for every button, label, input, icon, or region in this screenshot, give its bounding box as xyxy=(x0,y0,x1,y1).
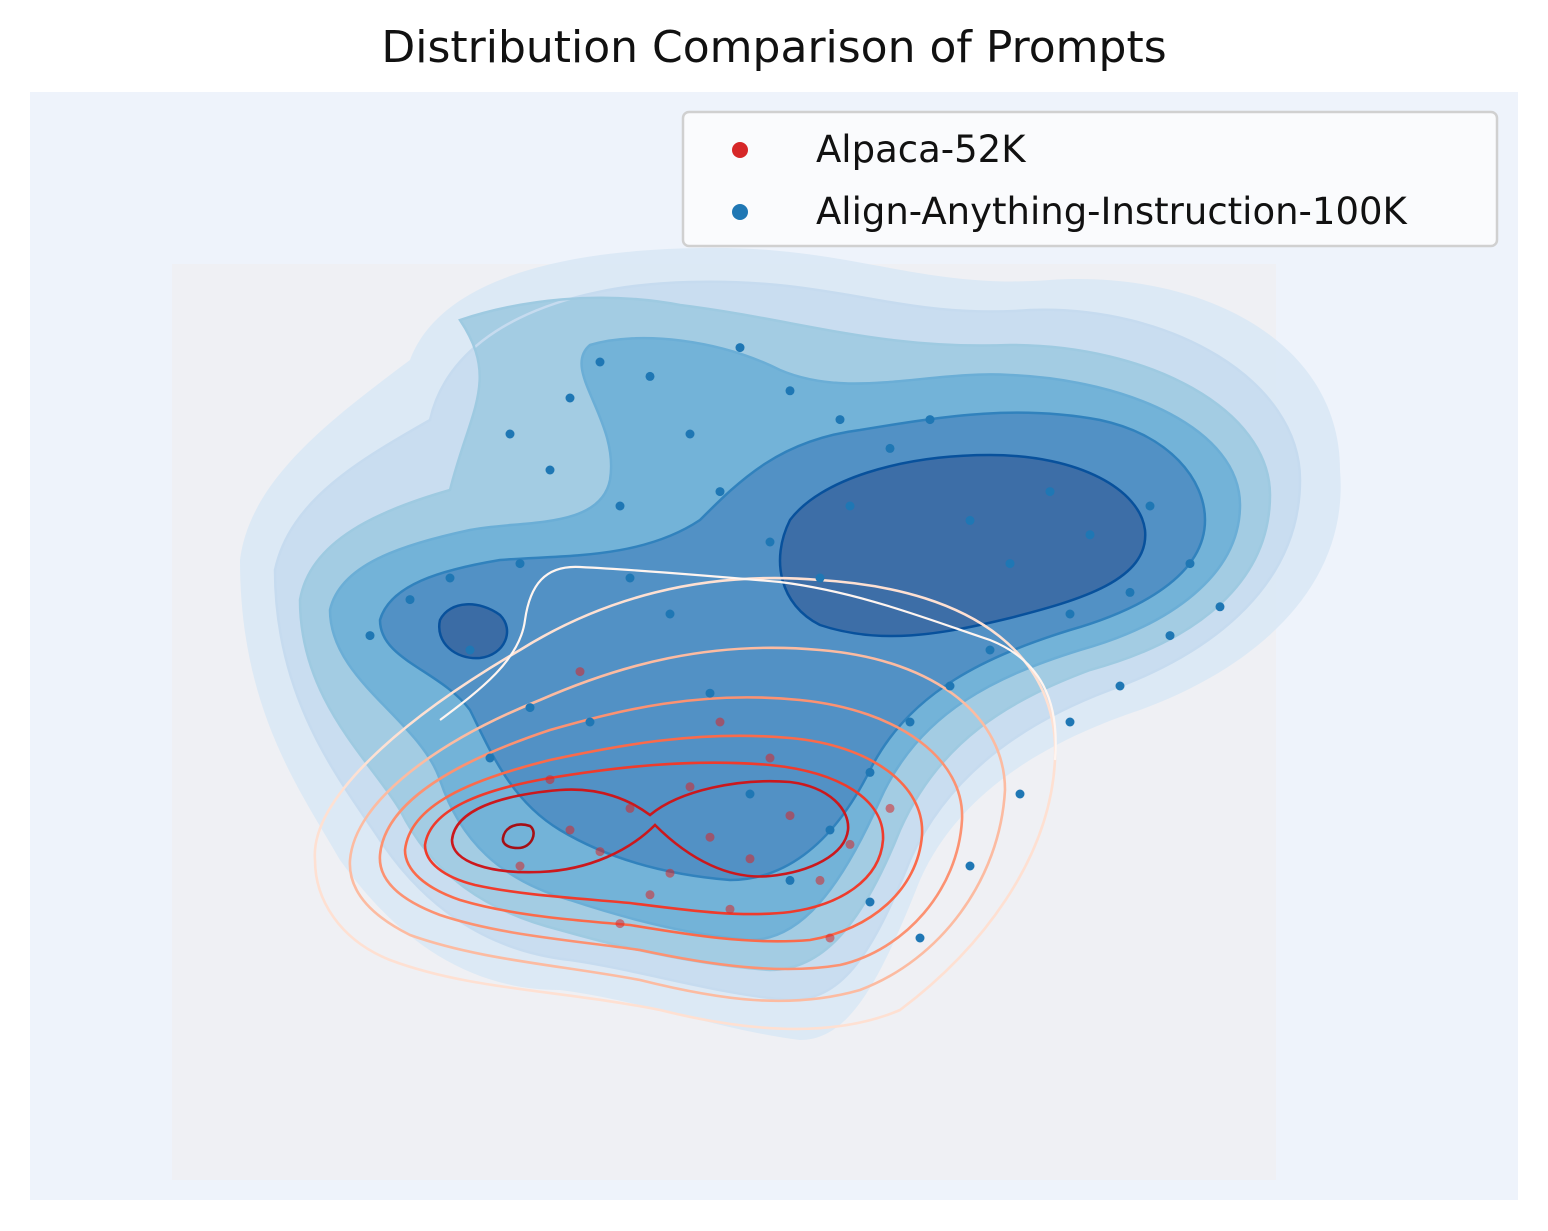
blue-contour-outline-2 xyxy=(298,296,1272,972)
align-anything-point-2 xyxy=(445,573,455,583)
align-anything-point-43 xyxy=(1185,559,1195,569)
align-anything-point-4 xyxy=(515,559,525,569)
legend: Alpaca-52K Align-Anything-Instruction-10… xyxy=(681,110,1499,248)
align-anything-point-38 xyxy=(915,933,925,943)
red-contour-white-top xyxy=(439,565,1057,761)
blue-contour-level-7 xyxy=(439,604,508,659)
alpaca-point-6 xyxy=(785,811,795,821)
align-anything-point-37 xyxy=(865,897,875,907)
blue-contour-level-6 xyxy=(780,455,1146,637)
align-anything-point-3 xyxy=(465,645,475,655)
align-anything-point-12 xyxy=(815,573,825,583)
align-anything-point-5 xyxy=(545,465,555,475)
legend-marker-align-anything xyxy=(732,204,748,220)
legend-box xyxy=(681,110,1499,248)
align-anything-point-7 xyxy=(595,357,605,367)
align-anything-point-8 xyxy=(645,371,655,381)
align-anything-point-39 xyxy=(965,861,975,871)
align-anything-point-35 xyxy=(525,703,535,713)
align-anything-point-49 xyxy=(505,429,515,439)
blue-contour-outline-6 xyxy=(437,603,509,660)
alpaca-point-12 xyxy=(765,753,775,763)
alpaca-point-18 xyxy=(575,667,585,677)
align-anything-point-29 xyxy=(785,875,795,885)
alpaca-point-14 xyxy=(845,839,855,849)
blue-contour-outline-5 xyxy=(778,453,1147,638)
red-contour-level-3 xyxy=(378,696,964,971)
red-contour-level-4 xyxy=(403,734,924,943)
align-anything-point-44 xyxy=(1215,602,1225,612)
align-anything-point-9 xyxy=(685,429,695,439)
align-anything-point-16 xyxy=(965,515,975,525)
align-anything-point-26 xyxy=(905,717,915,727)
alpaca-point-9 xyxy=(725,904,735,914)
legend-label-align-anything: Align-Anything-Instruction-100K xyxy=(816,190,1409,233)
align-anything-point-6 xyxy=(565,393,575,403)
alpaca-point-15 xyxy=(885,803,895,813)
align-anything-point-19 xyxy=(1085,530,1095,540)
alpaca-point-16 xyxy=(515,861,525,871)
blue-contour-outline-1 xyxy=(273,280,1302,1002)
alpaca-point-10 xyxy=(815,875,825,885)
blue-contour-outline-4 xyxy=(378,411,1207,882)
align-anything-point-30 xyxy=(745,789,755,799)
alpaca-point-17 xyxy=(715,717,725,727)
align-anything-point-34 xyxy=(585,717,595,727)
align-anything-point-46 xyxy=(785,386,795,396)
alpaca-point-1 xyxy=(595,847,605,857)
align-anything-point-1 xyxy=(405,595,415,605)
align-anything-point-20 xyxy=(1125,587,1135,597)
alpaca-point-7 xyxy=(685,782,695,792)
align-anything-point-25 xyxy=(945,681,955,691)
blue-contour-outline-3 xyxy=(328,336,1242,942)
align-anything-point-14 xyxy=(885,443,895,453)
red-contour-level-6 xyxy=(450,779,850,878)
red-density-contours xyxy=(313,565,1057,1031)
alpaca-point-2 xyxy=(625,803,635,813)
red-contour-level-7 xyxy=(501,823,535,850)
scatter-series-blue xyxy=(365,343,1225,943)
align-anything-point-24 xyxy=(985,645,995,655)
red-contour-level-2 xyxy=(348,646,1007,1003)
alpaca-point-19 xyxy=(825,933,835,943)
align-anything-point-18 xyxy=(1045,487,1055,497)
align-anything-point-42 xyxy=(1115,681,1125,691)
align-anything-point-17 xyxy=(1005,559,1015,569)
align-anything-point-15 xyxy=(925,415,935,425)
alpaca-point-5 xyxy=(745,854,755,864)
align-anything-point-23 xyxy=(1065,609,1075,619)
align-anything-point-0 xyxy=(365,631,375,641)
align-anything-point-31 xyxy=(705,688,715,698)
align-anything-point-33 xyxy=(625,573,635,583)
align-anything-point-45 xyxy=(735,343,745,353)
align-anything-point-32 xyxy=(665,609,675,619)
alpaca-point-13 xyxy=(615,919,625,929)
alpaca-point-0 xyxy=(565,825,575,835)
alpaca-point-11 xyxy=(545,775,555,785)
legend-marker-alpaca xyxy=(732,142,748,158)
align-anything-point-22 xyxy=(1145,501,1155,511)
scatter-series-red xyxy=(515,667,895,943)
align-anything-point-47 xyxy=(835,415,845,425)
align-anything-point-21 xyxy=(1165,631,1175,641)
red-contour-level-1 xyxy=(313,576,1057,1031)
align-anything-point-27 xyxy=(865,767,875,777)
align-anything-point-13 xyxy=(845,501,855,511)
align-anything-point-11 xyxy=(765,537,775,547)
alpaca-point-8 xyxy=(645,890,655,900)
alpaca-point-3 xyxy=(665,868,675,878)
align-anything-point-48 xyxy=(615,501,625,511)
chart-title: Distribution Comparison of Prompts xyxy=(381,22,1167,73)
align-anything-point-40 xyxy=(1015,789,1025,799)
align-anything-point-41 xyxy=(1065,717,1075,727)
align-anything-point-10 xyxy=(715,487,725,497)
legend-label-alpaca: Alpaca-52K xyxy=(816,128,1027,171)
alpaca-point-4 xyxy=(705,832,715,842)
align-anything-point-36 xyxy=(485,753,495,763)
red-contour-level-5 xyxy=(423,761,885,916)
align-anything-point-28 xyxy=(825,825,835,835)
